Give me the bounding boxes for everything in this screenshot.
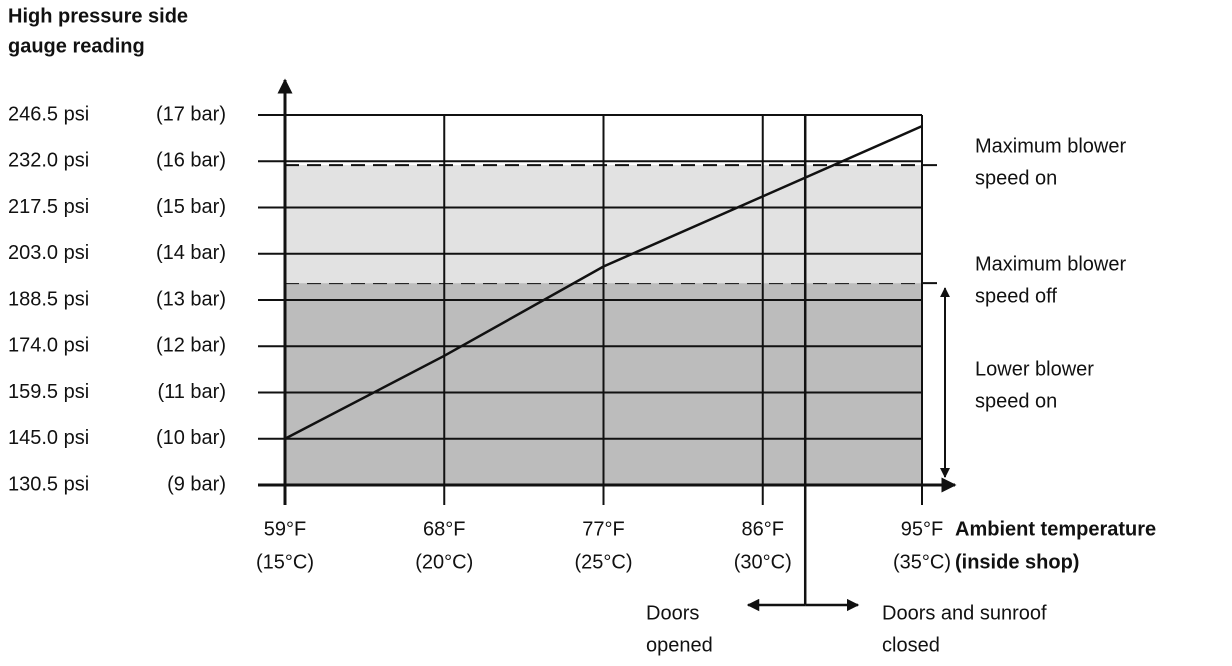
y-tick-label: 188.5 psi	[8, 288, 89, 310]
annotation: Maximum blower	[975, 135, 1126, 157]
y-tick-label: 232.0 psi	[8, 150, 89, 172]
y-tick-bar-label: (13 bar)	[156, 288, 226, 310]
door-label: closed	[882, 634, 940, 656]
data-line	[284, 125, 923, 440]
y-axis-title: gauge reading	[8, 35, 145, 57]
y-tick-bar-label: (14 bar)	[156, 242, 226, 264]
y-tick-bar-label: (11 bar)	[157, 381, 226, 403]
y-tick-bar-label: (15 bar)	[156, 196, 226, 218]
y-axis-title: High pressure side	[8, 5, 188, 27]
x-tick-celsius-label: (15°C)	[256, 551, 314, 573]
y-tick-bar-label: (17 bar)	[156, 103, 226, 125]
x-tick-celsius-label: (35°C)	[893, 551, 951, 573]
door-label: Doors and sunroof	[882, 602, 1047, 624]
x-tick-celsius-label: (30°C)	[734, 551, 792, 573]
y-tick-label: 217.5 psi	[8, 196, 89, 218]
y-tick-label: 130.5 psi	[8, 473, 89, 495]
y-tick-bar-label: (10 bar)	[156, 427, 226, 449]
annotation: Lower blower	[975, 358, 1094, 380]
y-tick-label: 159.5 psi	[8, 381, 89, 403]
annotation: Maximum blower	[975, 253, 1126, 275]
y-tick-bar-label: (12 bar)	[156, 335, 226, 357]
x-tick-celsius-label: (25°C)	[574, 551, 632, 573]
door-label: Doors	[646, 602, 699, 624]
x-tick-label: 95°F	[901, 518, 943, 540]
annotation: speed on	[975, 390, 1057, 412]
x-axis-title: (inside shop)	[955, 551, 1079, 573]
x-tick-celsius-label: (20°C)	[415, 551, 473, 573]
x-tick-label: 59°F	[264, 518, 306, 540]
y-tick-label: 174.0 psi	[8, 335, 89, 357]
y-tick-bar-label: (16 bar)	[156, 150, 226, 172]
x-tick-label: 77°F	[582, 518, 624, 540]
annotation: speed on	[975, 167, 1057, 189]
y-tick-bar-label: (9 bar)	[167, 473, 226, 495]
y-tick-label: 246.5 psi	[8, 103, 89, 125]
x-tick-label: 86°F	[742, 518, 784, 540]
x-axis-title: Ambient temperature	[955, 518, 1156, 540]
door-label: opened	[646, 634, 713, 656]
x-tick-label: 68°F	[423, 518, 465, 540]
y-tick-label: 203.0 psi	[8, 242, 89, 264]
annotation: speed off	[975, 285, 1057, 307]
y-tick-label: 145.0 psi	[8, 427, 89, 449]
